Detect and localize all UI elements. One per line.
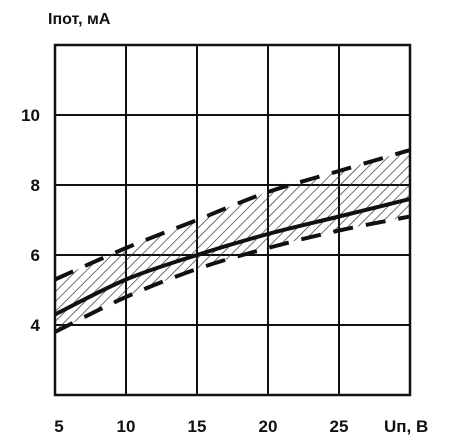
y-tick-labels: 4 6 8 10 — [21, 106, 40, 335]
y-tick-label: 4 — [31, 316, 41, 335]
series-line-upper-bound — [55, 148, 410, 282]
x-tick-label: 20 — [259, 417, 278, 436]
x-axis-label: Uп, В — [384, 417, 428, 436]
series-line-nominal — [55, 197, 410, 317]
x-tick-labels: 5 10 15 20 25 — [54, 417, 348, 436]
x-tick-label: 25 — [330, 417, 349, 436]
x-tick-label: 5 — [54, 417, 63, 436]
tolerance-band — [55, 150, 410, 332]
y-tick-label: 8 — [31, 176, 40, 195]
y-axis-label: Iпот, мА — [48, 11, 111, 28]
series-line-lower-bound — [55, 214, 410, 334]
plot-frame — [53, 43, 412, 397]
hatched-band — [55, 150, 410, 332]
x-tick-label: 10 — [117, 417, 136, 436]
series-lines — [55, 148, 410, 334]
y-tick-label: 10 — [21, 106, 40, 125]
x-tick-label: 15 — [188, 417, 207, 436]
y-tick-label: 6 — [31, 246, 40, 265]
